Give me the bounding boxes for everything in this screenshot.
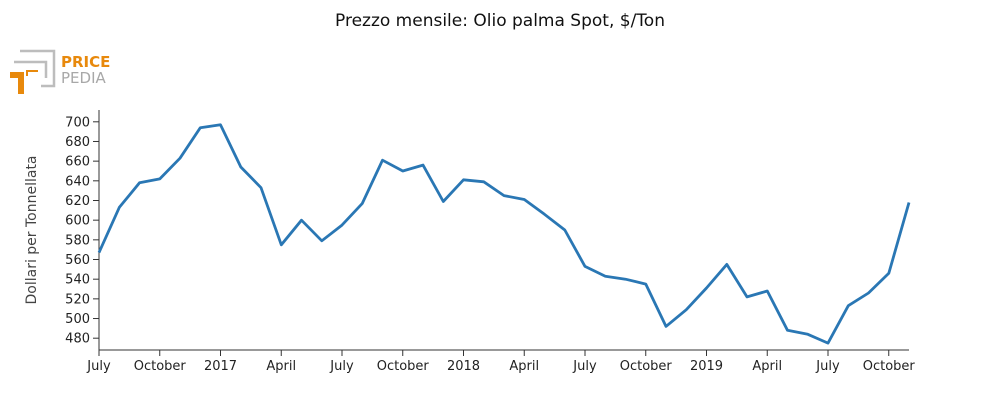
data-point[interactable] [216,120,226,130]
data-point[interactable] [398,166,408,176]
data-point[interactable] [236,162,246,172]
data-point[interactable] [823,338,833,348]
logo-frame-inner [14,60,48,78]
x-tick-label: October [377,359,430,374]
y-tick-label: 660 [65,155,90,170]
y-tick-label: 620 [65,194,90,209]
data-point[interactable] [843,301,853,311]
x-tick-label: 2018 [447,359,480,374]
chart-title: Prezzo mensile: Olio palma Spot, $/Ton [335,11,665,31]
data-point[interactable] [459,175,469,185]
x-tick-label: April [752,359,782,374]
data-point[interactable] [114,202,124,212]
logo-orange-top [26,70,38,76]
x-tick-label: July [86,359,111,374]
series-group [94,120,914,348]
logo-frame-outer [20,49,56,88]
data-point[interactable] [803,329,813,339]
x-ticks: July October 2017 April July October 2018 April… [86,350,915,374]
x-tick-label: April [509,359,539,374]
data-point[interactable] [600,271,610,281]
data-point[interactable] [519,195,529,205]
data-point[interactable] [641,279,651,289]
data-point[interactable] [864,288,874,298]
x-tick-label: 2017 [204,359,237,374]
data-point[interactable] [276,240,286,250]
data-point[interactable] [256,183,266,193]
data-point[interactable] [135,178,145,188]
y-axis-title: Dollari per Tonnellata [24,155,40,304]
y-ticks: 480 500 520 540 560 580 600 620 640 660 680 700 [65,115,99,347]
x-tick-label: April [266,359,296,374]
x-tick-label: 2019 [690,359,723,374]
data-point[interactable] [783,325,793,335]
y-tick-label: 540 [65,273,90,288]
x-tick-label: July [572,359,597,374]
y-tick-label: 700 [65,115,90,130]
logo-text-price: PRICE [61,53,110,71]
data-point[interactable] [175,153,185,163]
logo-orange-corner [10,72,24,94]
data-point[interactable] [540,209,550,219]
data-point[interactable] [195,123,205,133]
series-line [97,123,911,345]
data-point[interactable] [94,248,104,258]
data-point[interactable] [702,283,712,293]
x-tick-label: October [620,359,673,374]
data-point[interactable] [378,155,388,165]
logo-text-pedia: PEDIA [61,69,106,87]
data-point[interactable] [904,197,914,207]
data-point[interactable] [580,261,590,271]
data-point[interactable] [560,225,570,235]
data-point[interactable] [337,220,347,230]
y-tick-label: 600 [65,214,90,229]
data-point[interactable] [479,177,489,187]
y-tick-label: 560 [65,253,90,268]
x-tick-label: July [815,359,840,374]
data-point[interactable] [155,174,165,184]
data-point[interactable] [317,236,327,246]
data-point[interactable] [499,191,509,201]
data-point[interactable] [681,305,691,315]
axes [98,110,909,351]
data-point[interactable] [418,160,428,170]
data-point[interactable] [297,215,307,225]
data-point[interactable] [621,274,631,284]
data-point[interactable] [661,321,671,331]
data-point[interactable] [762,286,772,296]
data-point[interactable] [357,198,367,208]
x-tick-label: October [134,359,187,374]
y-tick-label: 640 [65,174,90,189]
y-tick-label: 580 [65,233,90,248]
y-tick-label: 480 [65,332,90,347]
pricepedia-logo: PRICE PEDIA [10,49,110,94]
data-point[interactable] [438,196,448,206]
y-tick-label: 500 [65,312,90,327]
x-tick-label: October [863,359,916,374]
data-point[interactable] [884,268,894,278]
y-tick-label: 520 [65,292,90,307]
data-point[interactable] [722,259,732,269]
y-tick-label: 680 [65,135,90,150]
data-point[interactable] [742,292,752,302]
x-tick-label: July [329,359,354,374]
